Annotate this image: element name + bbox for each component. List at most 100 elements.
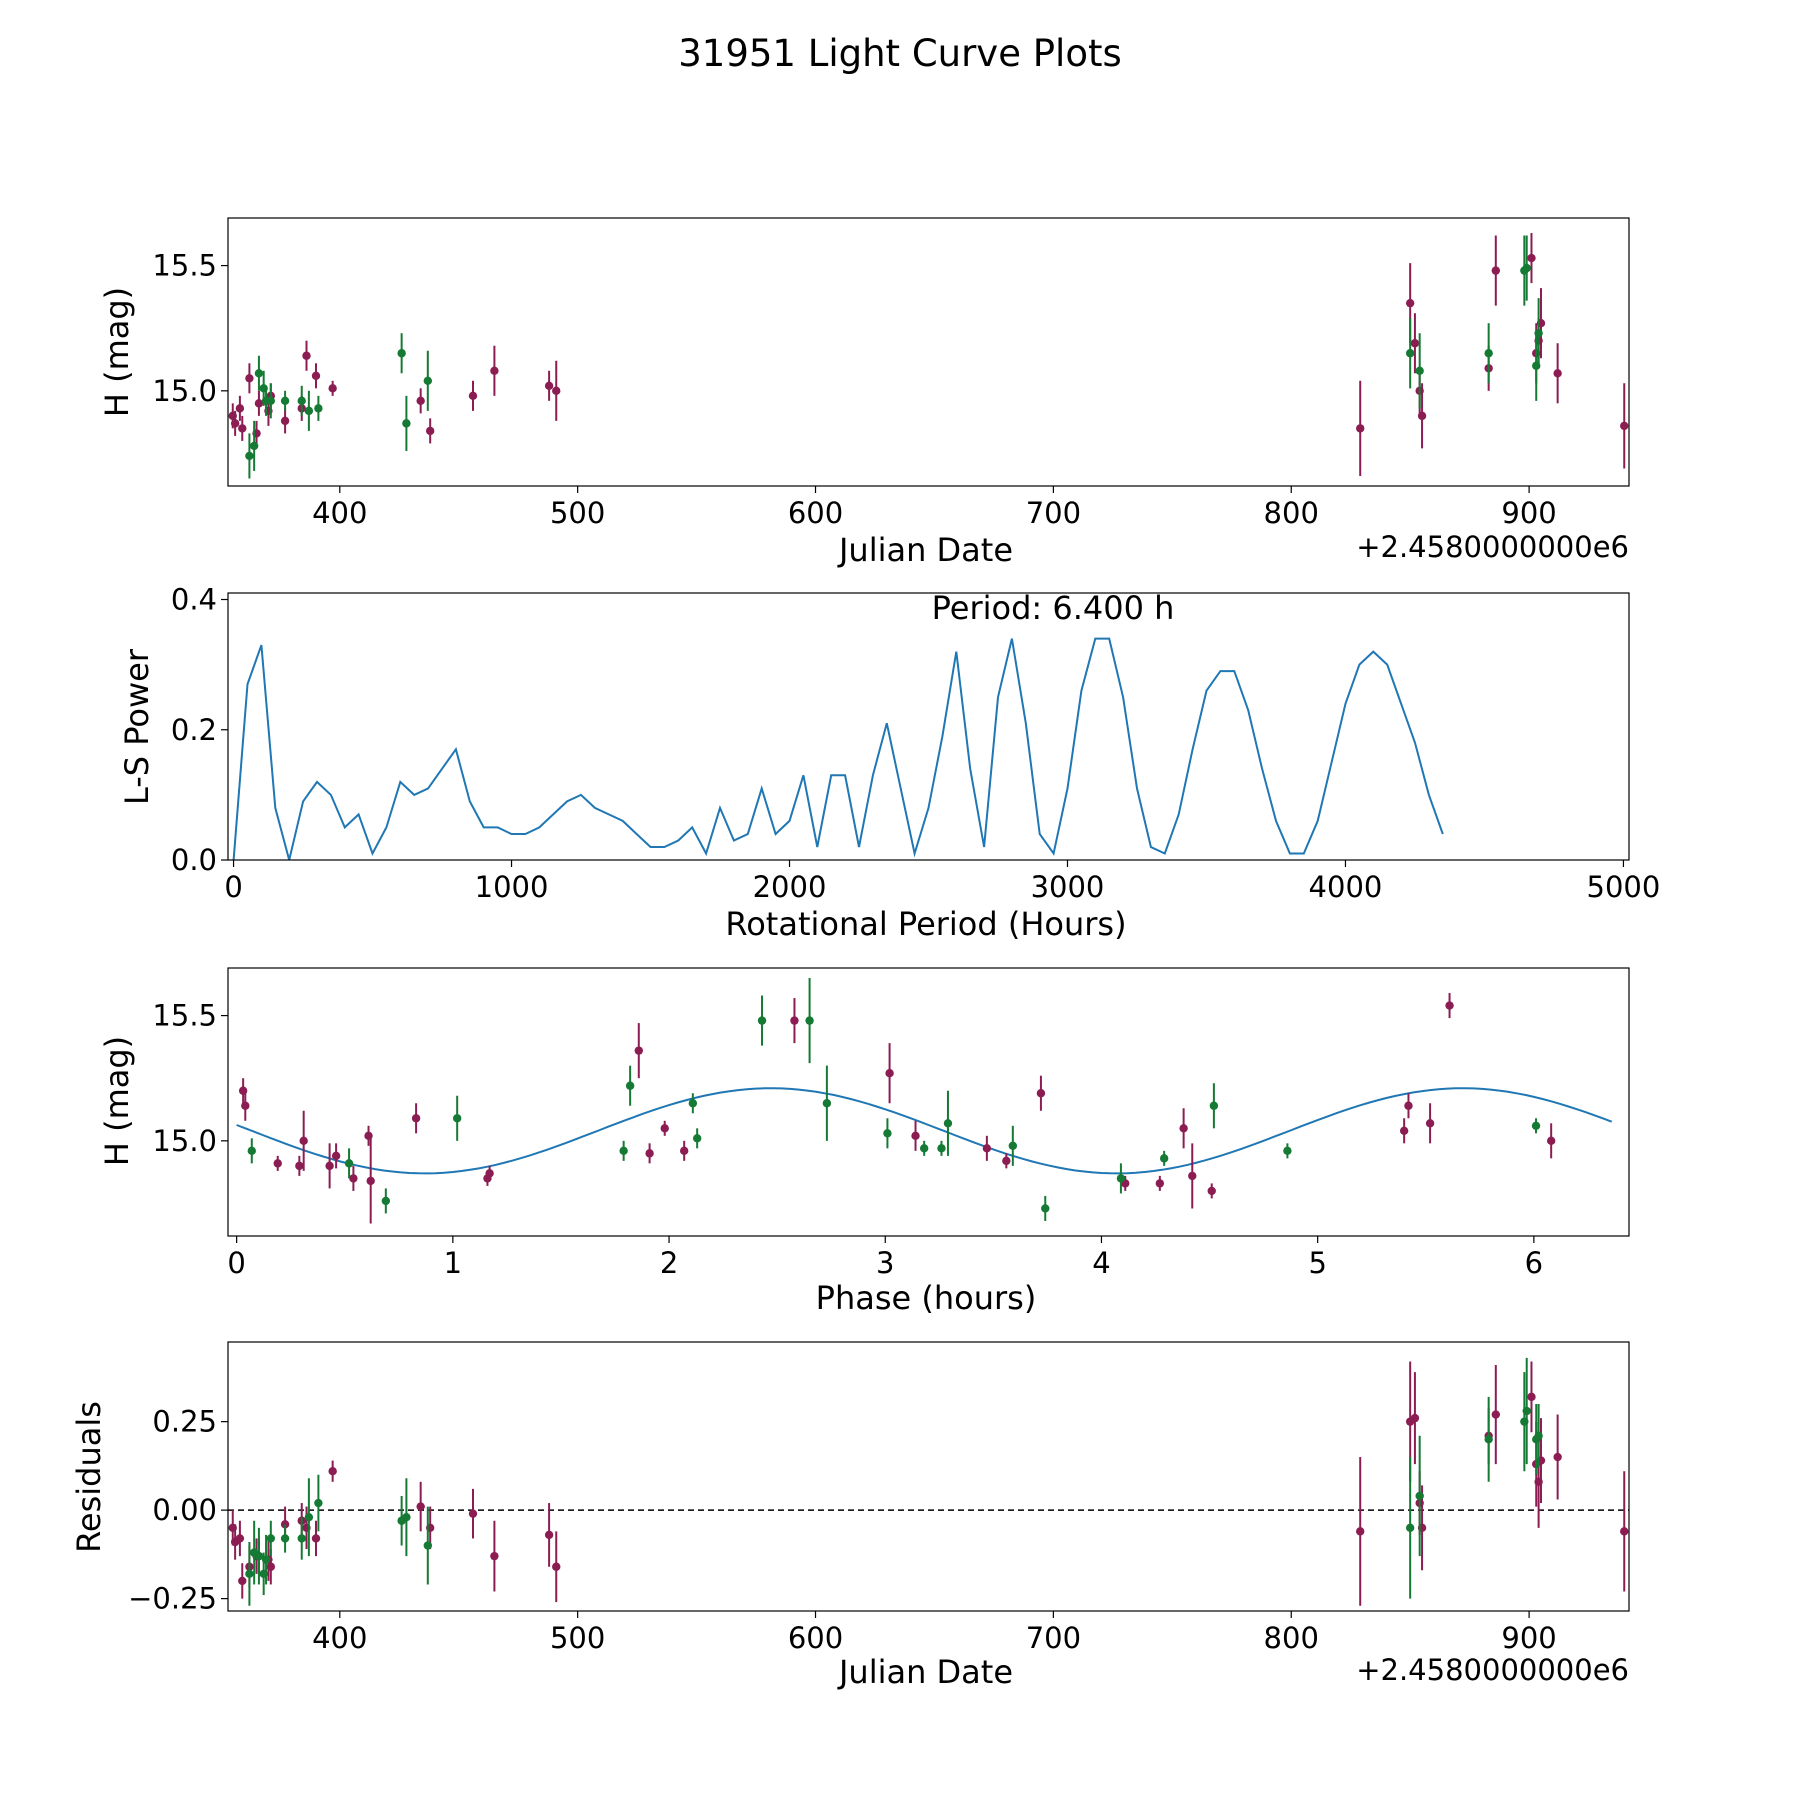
periodogram-ytick-label: 0.0 xyxy=(171,843,217,877)
lightcurve-ylabel: H (mag) xyxy=(98,287,136,417)
lightcurve-xtick-label: 500 xyxy=(550,496,605,530)
lightcurve-xtick-label: 900 xyxy=(1501,496,1556,530)
residuals-point xyxy=(304,1513,314,1522)
lightcurve-point xyxy=(254,399,264,408)
phased-point xyxy=(344,1159,354,1168)
residuals-point xyxy=(1484,1435,1493,1444)
residuals-ytick-label: 0.00 xyxy=(152,1493,217,1527)
phased-point xyxy=(943,1119,953,1128)
residuals-xtick-label: 800 xyxy=(1264,1621,1319,1655)
phased-point xyxy=(1116,1174,1126,1183)
lightcurve-point xyxy=(314,404,323,413)
periodogram-xtick-label: 0 xyxy=(224,870,242,904)
lightcurve-point xyxy=(280,416,290,426)
residuals-point xyxy=(328,1466,337,1476)
lightcurve-point xyxy=(245,374,254,383)
lightcurve-point xyxy=(266,396,276,406)
phased-point xyxy=(349,1174,358,1183)
phased-point xyxy=(1036,1089,1046,1098)
phased-point xyxy=(247,1146,256,1156)
phased-point xyxy=(1283,1146,1292,1156)
residuals-point xyxy=(1415,1491,1424,1501)
residuals-point xyxy=(490,1551,499,1561)
residuals-point xyxy=(1534,1431,1543,1440)
lightcurve-xtick-label: 400 xyxy=(312,496,367,530)
residuals-panel: Julian Date Residuals +2.4580000000e6 40… xyxy=(70,1341,1630,1691)
phased-point xyxy=(790,1016,799,1025)
lightcurve-point xyxy=(490,366,499,375)
phased-point xyxy=(885,1068,894,1078)
residuals-point xyxy=(314,1498,323,1508)
lightcurve-point xyxy=(1553,369,1562,378)
phased-xtick-label: 3 xyxy=(876,1246,894,1280)
lightcurve-point xyxy=(425,426,435,436)
periodogram-xtick-label: 2000 xyxy=(753,870,827,904)
phased-point xyxy=(381,1196,391,1206)
lightcurve-point xyxy=(230,419,240,428)
phased-point xyxy=(911,1131,920,1141)
phased-point xyxy=(331,1151,341,1161)
lightcurve-point xyxy=(544,381,554,391)
phased-panel: Phase (hours) H (mag) 0 1 2 3 4 5 6 15.0 15.5 xyxy=(98,967,1630,1317)
phased-point xyxy=(1404,1101,1413,1110)
phased-point xyxy=(1188,1171,1197,1181)
lightcurve-point xyxy=(397,349,406,358)
phased-ylabel: H (mag) xyxy=(98,1036,136,1166)
periodogram-line xyxy=(232,637,1444,860)
phased-point xyxy=(364,1131,373,1141)
phased-point xyxy=(1207,1186,1216,1196)
lightcurve-point xyxy=(468,391,478,401)
residuals-point xyxy=(1553,1452,1562,1462)
residuals-ytick-label: −0.25 xyxy=(128,1582,217,1616)
residuals-point xyxy=(311,1534,321,1543)
phased-point xyxy=(1546,1136,1556,1146)
lightcurve-point xyxy=(1484,349,1493,358)
phased-point xyxy=(883,1129,892,1138)
lightcurve-point xyxy=(1410,339,1420,348)
residuals-point xyxy=(1620,1527,1629,1536)
phased-point xyxy=(645,1149,654,1158)
lightcurve-point xyxy=(1527,253,1536,263)
residuals-xtick-label: 900 xyxy=(1501,1621,1556,1655)
lightcurve-point xyxy=(302,351,311,360)
residuals-point xyxy=(280,1534,290,1543)
lightcurve-point xyxy=(1522,263,1531,273)
lightcurve-point xyxy=(1620,421,1629,431)
periodogram-xlabel: Rotational Period (Hours) xyxy=(725,905,1126,943)
phased-point xyxy=(325,1161,334,1171)
phased-xtick-label: 5 xyxy=(1308,1246,1326,1280)
phased-point xyxy=(1179,1124,1188,1133)
phased-point xyxy=(452,1114,462,1123)
phased-point xyxy=(1159,1154,1169,1163)
lightcurve-point xyxy=(552,386,561,396)
residuals-point xyxy=(552,1562,561,1571)
periodogram-xtick-label: 5000 xyxy=(1587,870,1661,904)
residuals-point xyxy=(297,1534,306,1543)
phased-point xyxy=(805,1016,814,1025)
residuals-point xyxy=(1356,1527,1365,1536)
phased-point xyxy=(1155,1179,1165,1188)
periodogram-annotation: Period: 6.400 h xyxy=(932,589,1175,627)
phased-xtick-label: 0 xyxy=(227,1246,245,1280)
residuals-point xyxy=(235,1534,245,1543)
lightcurve-ytick-label: 15.0 xyxy=(152,374,217,408)
lightcurve-ytick-label: 15.5 xyxy=(152,249,217,283)
phased-point xyxy=(692,1134,702,1143)
residuals-point xyxy=(423,1541,433,1550)
lightcurve-frame xyxy=(227,217,1630,487)
phased-plot-area xyxy=(236,978,1613,1224)
residuals-point xyxy=(266,1562,276,1571)
lightcurve-point xyxy=(423,376,433,386)
phased-xtick-label: 4 xyxy=(1092,1246,1110,1280)
lightcurve-point xyxy=(1534,329,1543,338)
lightcurve-point xyxy=(416,396,425,406)
phased-point xyxy=(1399,1126,1409,1136)
residuals-point xyxy=(544,1530,554,1540)
residuals-xtick-label: 500 xyxy=(550,1621,605,1655)
lightcurve-point xyxy=(328,384,337,393)
residuals-xtick-label: 700 xyxy=(1026,1621,1081,1655)
residuals-offset-text: +2.4580000000e6 xyxy=(1356,1653,1629,1687)
phased-xtick-label: 6 xyxy=(1525,1246,1543,1280)
lightcurve-point xyxy=(1491,266,1500,275)
phased-point xyxy=(679,1146,689,1156)
